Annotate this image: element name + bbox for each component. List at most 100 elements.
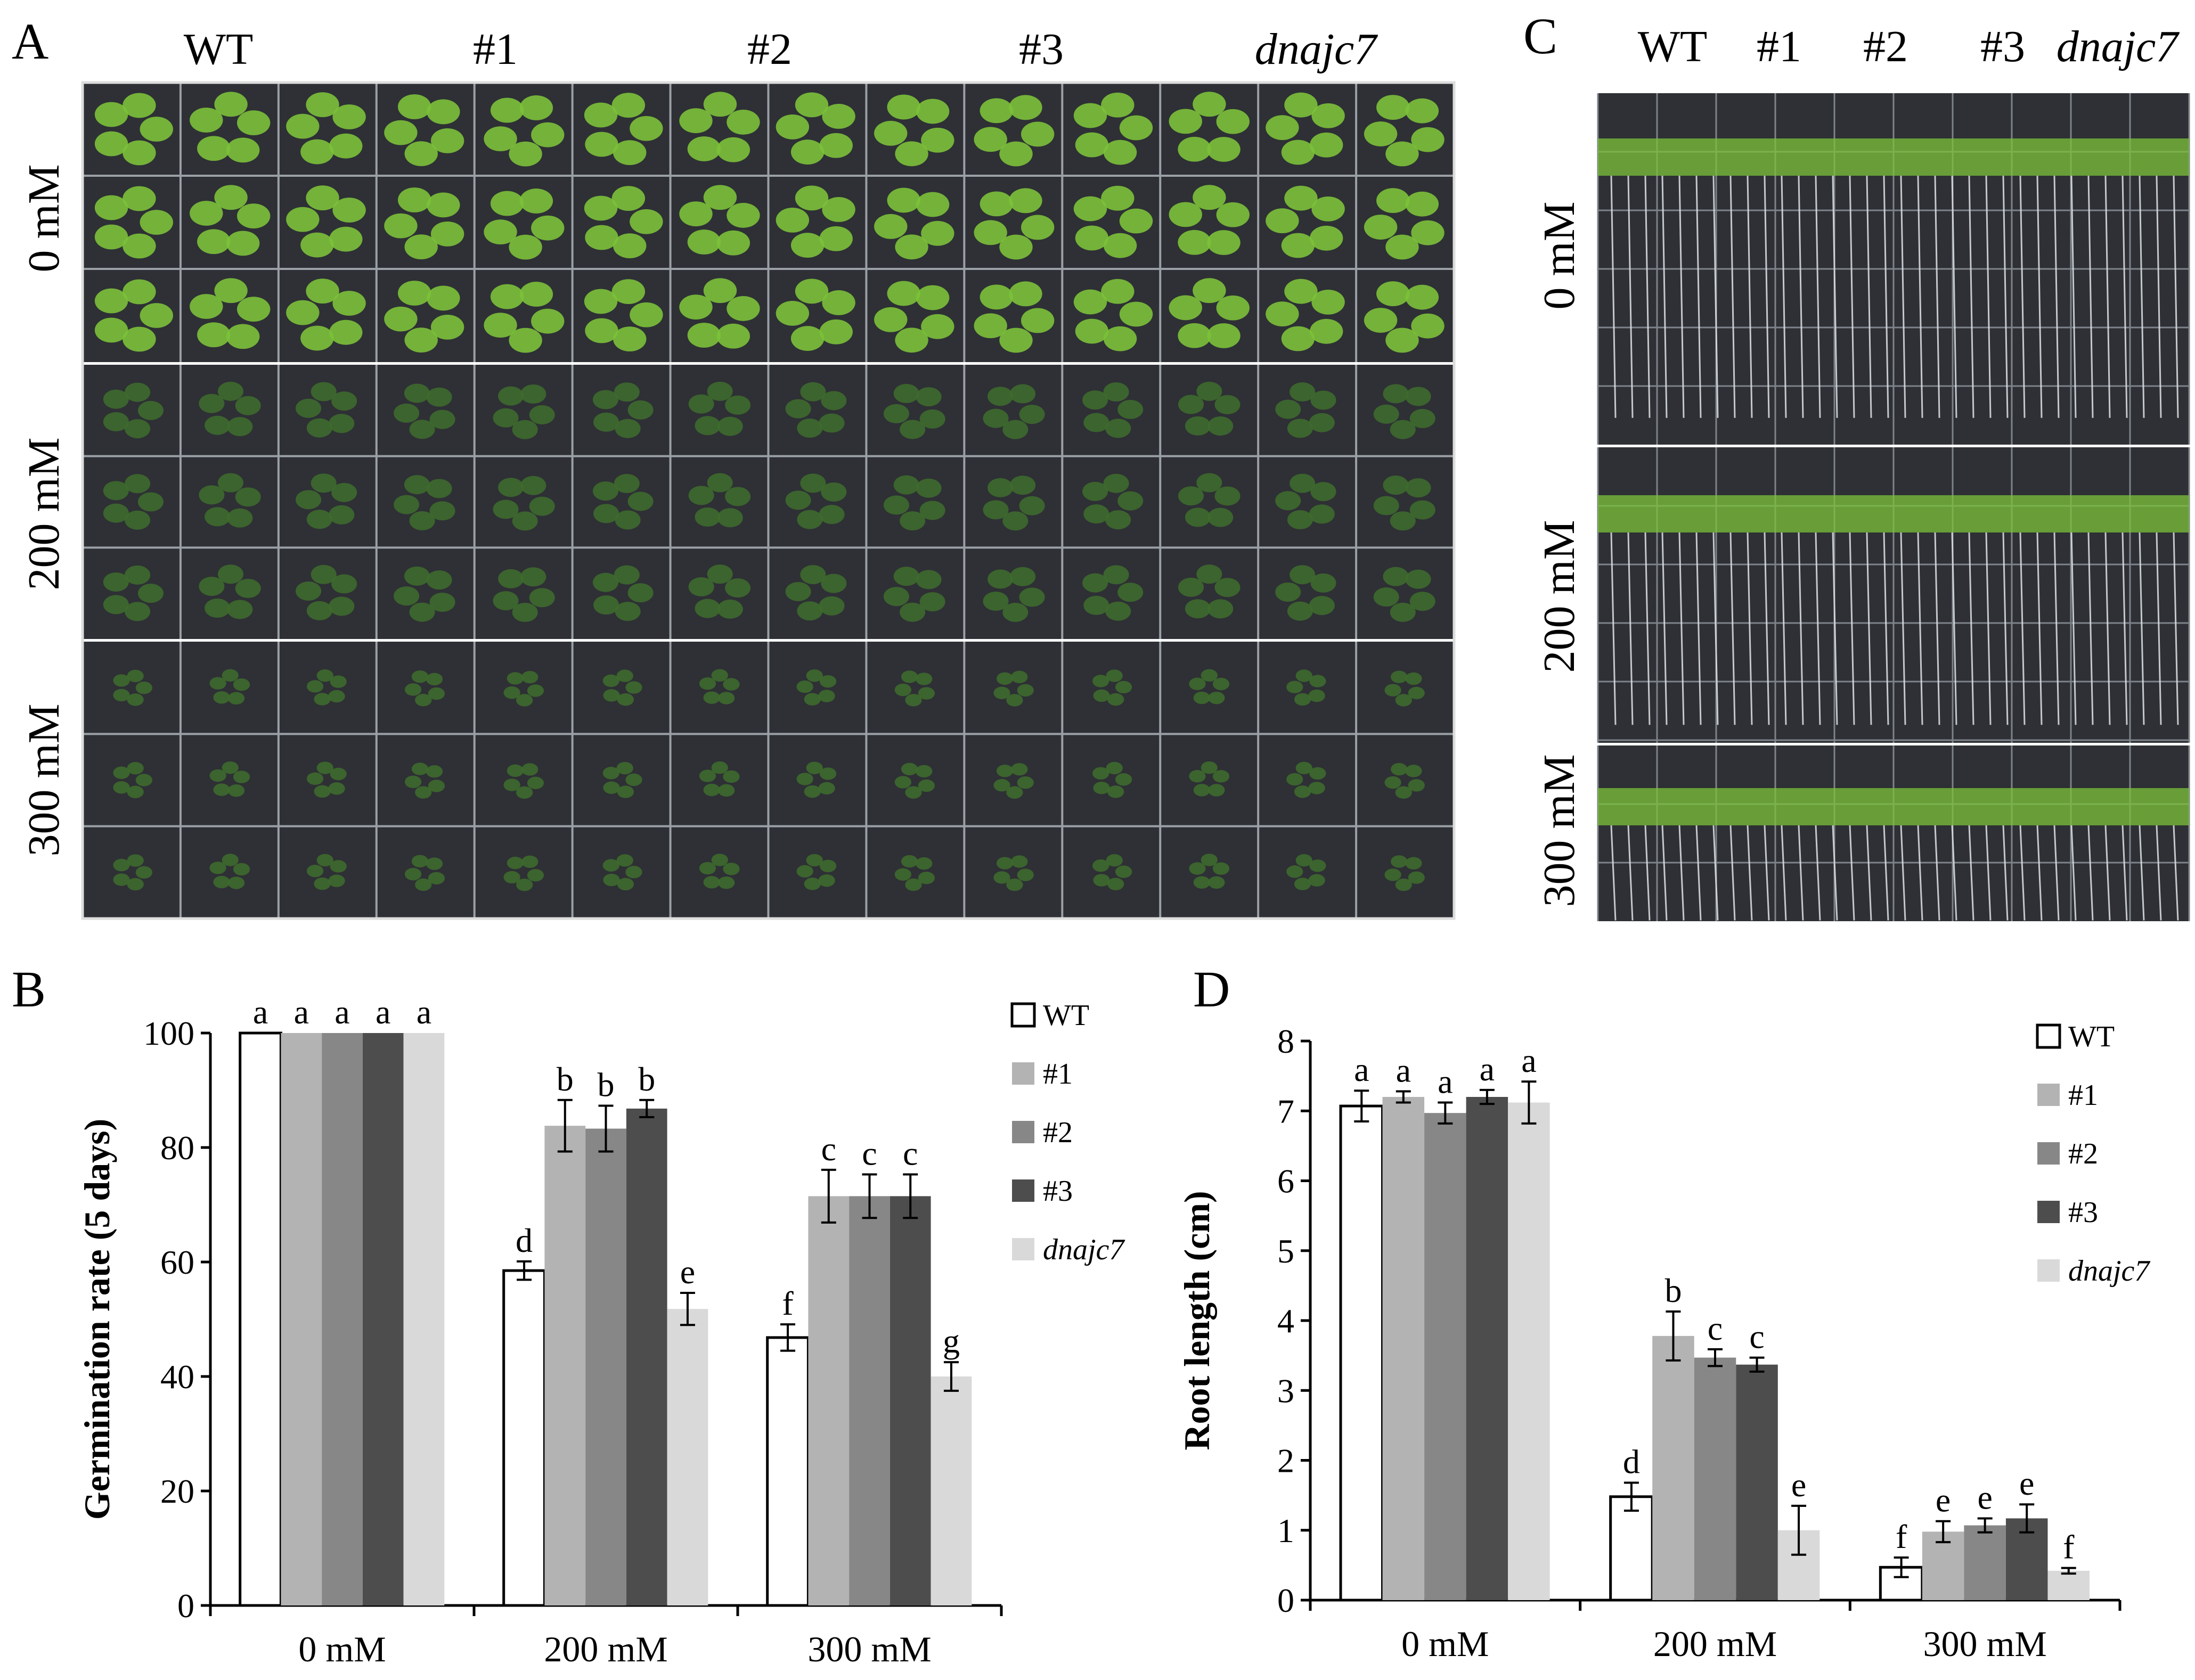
- root-strand: [1934, 532, 1940, 725]
- seedling-leaf: [1021, 215, 1055, 240]
- seedling-leaf: [822, 197, 855, 222]
- seedling-leaf: [818, 782, 835, 795]
- bar: [1382, 1097, 1425, 1600]
- legend-swatch: [2037, 1084, 2060, 1106]
- seedling-leaf: [209, 769, 226, 782]
- seedling-leaf: [717, 416, 743, 436]
- seedling-leaf: [235, 487, 261, 507]
- seedling-leaf: [113, 858, 130, 872]
- seedling-leaf: [1115, 681, 1132, 694]
- seedling-leaf: [918, 687, 935, 700]
- root-strand: [1934, 825, 1940, 921]
- seedling-leaf: [316, 669, 333, 682]
- seedling-leaf: [1201, 854, 1218, 866]
- seedling-leaf: [1376, 281, 1410, 307]
- root-strand: [2019, 532, 2026, 725]
- seedling-leaf: [332, 291, 366, 316]
- seedling-leaf: [329, 226, 363, 252]
- seedling-leaf: [384, 306, 418, 332]
- seedling-leaf: [785, 399, 811, 419]
- seedling-leaf: [331, 574, 357, 594]
- seedling-leaf: [603, 781, 620, 794]
- significance-letter: c: [903, 1135, 918, 1173]
- seedling-leaf: [397, 94, 431, 119]
- seedling-leaf: [426, 570, 452, 590]
- seedling-leaf: [919, 592, 945, 612]
- seedling-leaf: [625, 681, 642, 694]
- seedling-leaf: [921, 127, 954, 153]
- y-tick-label: 6: [1277, 1162, 1294, 1200]
- seedling-leaf: [1310, 390, 1336, 410]
- seedling-leaf: [1308, 782, 1325, 794]
- seedling-leaf: [617, 693, 634, 706]
- seedling-leaf: [822, 290, 855, 315]
- seedling-leaf: [217, 564, 243, 584]
- seedling-leaf: [236, 110, 271, 136]
- significance-letter: c: [1708, 1309, 1723, 1347]
- seedling-leaf: [509, 327, 542, 353]
- seedling-leaf: [1216, 109, 1250, 134]
- seedling-leaf: [1309, 132, 1343, 158]
- root-strand: [1849, 825, 1855, 921]
- seedling-leaf: [1075, 132, 1109, 158]
- seedling-leaf: [916, 192, 950, 217]
- seedling-leaf: [1117, 491, 1144, 511]
- seedling-leaf: [330, 675, 347, 688]
- seedling-leaf: [404, 141, 438, 167]
- seedling-leaf: [615, 510, 641, 530]
- seedling-leaf: [1309, 767, 1326, 780]
- seedling-leaf: [123, 93, 156, 118]
- legend-label: dnajc7: [2068, 1255, 2150, 1288]
- root-strand: [1644, 175, 1651, 418]
- seedling-leaf: [527, 684, 544, 697]
- seedling-leaf: [314, 877, 331, 890]
- panel-a-col-label-wt: WT: [184, 24, 254, 74]
- seedling-leaf: [819, 319, 853, 345]
- seedling-leaf: [679, 201, 713, 227]
- legend-swatch: [1012, 1062, 1034, 1085]
- seedling-leaf: [1193, 691, 1210, 704]
- seedling-leaf: [1009, 95, 1042, 120]
- seedling-leaf: [679, 294, 713, 320]
- root-strand: [1883, 175, 1889, 418]
- seedling-leaf: [1286, 865, 1303, 878]
- seedling-leaf: [1373, 404, 1399, 424]
- root-strand: [1729, 532, 1736, 725]
- seedling-leaf: [404, 475, 430, 495]
- seedling-leaf: [127, 854, 144, 867]
- seedling-leaf: [1405, 98, 1439, 124]
- seedling-leaf: [520, 567, 546, 587]
- root-strand: [1917, 825, 1923, 921]
- bar: [890, 1196, 931, 1605]
- seedling-leaf: [103, 389, 129, 409]
- y-axis-title: Root length (cm): [1177, 1191, 1217, 1450]
- root-strand: [1900, 825, 1906, 921]
- seedling-leaf: [1002, 511, 1029, 531]
- seedling-leaf: [1286, 681, 1303, 693]
- seedling-leaf: [723, 770, 740, 783]
- root-strand: [1985, 175, 1992, 418]
- root-strand: [1678, 825, 1685, 921]
- significance-letter: b: [598, 1066, 615, 1104]
- seedling-leaf: [137, 492, 164, 512]
- seedling-leaf: [512, 420, 538, 439]
- seedling-leaf: [584, 195, 618, 221]
- seedling-leaf: [1101, 278, 1135, 304]
- root-strand: [1866, 532, 1872, 725]
- root-strand: [2173, 532, 2179, 725]
- seedling-leaf: [1409, 592, 1435, 611]
- seedling-leaf: [916, 285, 950, 310]
- seedling-leaf: [711, 669, 728, 682]
- seedling-leaf: [1408, 779, 1425, 792]
- seedling-leaf: [790, 233, 825, 258]
- seedling-leaf: [592, 390, 618, 409]
- seedling-leaf: [503, 778, 520, 791]
- seedling-leaf: [1214, 486, 1241, 506]
- seedling-leaf: [1017, 684, 1034, 697]
- seedling-leaf: [1281, 233, 1315, 258]
- seedling-leaf: [1185, 507, 1211, 527]
- y-tick-label: 40: [160, 1358, 194, 1396]
- root-strand: [1644, 532, 1651, 725]
- seedling-leaf: [1409, 408, 1435, 428]
